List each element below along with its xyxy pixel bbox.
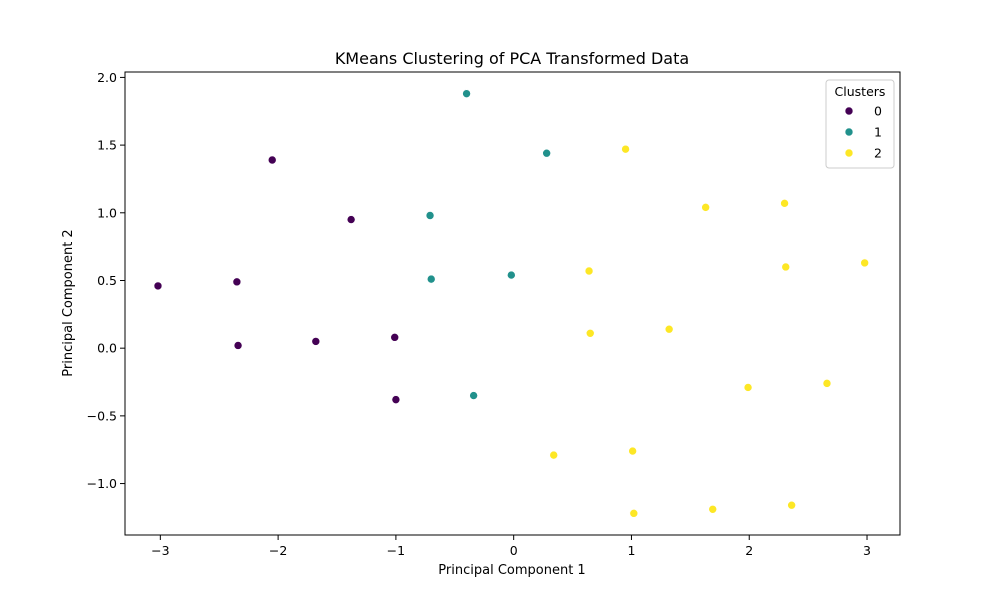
- point-cluster-0-2: [233, 341, 243, 350]
- point-cluster-2-11: [628, 446, 637, 456]
- point-cluster-0-3: [267, 155, 277, 165]
- y-tick-label: 0.0: [97, 341, 117, 356]
- y-tick-label: −1.0: [87, 476, 117, 491]
- y-axis-ticks: −1.0 −0.5 0.0 0.5 1.0 1.5 2.0: [87, 70, 125, 491]
- point-cluster-2-2: [780, 199, 789, 208]
- x-tick-label: 3: [863, 543, 871, 558]
- x-tick-label: −3: [151, 543, 169, 558]
- point-cluster-1-4: [507, 270, 516, 280]
- point-cluster-0-0: [153, 281, 163, 291]
- point-cluster-2-13: [708, 504, 718, 514]
- point-cluster-0-6: [390, 333, 400, 342]
- legend-marker-2: [844, 148, 854, 158]
- legend: Clusters 0 1 2: [825, 79, 895, 169]
- y-tick-label: 1.5: [97, 138, 117, 153]
- point-cluster-1-1: [542, 148, 551, 158]
- point-cluster-2-1: [701, 203, 710, 212]
- point-cluster-2-0: [621, 144, 630, 154]
- legend-label-1: 1: [874, 125, 882, 140]
- x-tick-label: 2: [745, 543, 753, 558]
- y-axis-label: Principal Component 2: [61, 229, 76, 376]
- point-cluster-0-1: [232, 277, 242, 287]
- legend-label-0: 0: [874, 104, 882, 119]
- point-cluster-2-5: [584, 266, 594, 276]
- x-axis-label: Principal Component 1: [438, 563, 585, 578]
- point-cluster-0-4: [311, 337, 321, 346]
- legend-label-2: 2: [874, 146, 882, 161]
- x-tick-label: −2: [269, 543, 287, 558]
- y-tick-label: 2.0: [97, 70, 117, 85]
- y-tick-label: −0.5: [87, 408, 117, 423]
- point-cluster-2-12: [629, 509, 639, 518]
- point-cluster-0-5: [346, 215, 356, 224]
- point-cluster-1-2: [425, 211, 435, 220]
- legend-title: Clusters: [835, 84, 886, 99]
- point-cluster-2-3: [781, 262, 791, 272]
- legend-marker-0: [844, 106, 854, 116]
- legend-items: 0 1 2: [844, 104, 882, 161]
- y-tick-label: 1.0: [97, 205, 117, 220]
- chart-title: KMeans Clustering of PCA Transformed Dat…: [335, 49, 689, 68]
- points-layer: [153, 89, 869, 518]
- point-cluster-1-3: [426, 274, 436, 284]
- point-cluster-2-14: [787, 500, 796, 510]
- point-cluster-2-6: [585, 328, 595, 338]
- x-tick-label: 0: [510, 543, 518, 558]
- point-cluster-2-10: [549, 450, 559, 460]
- point-cluster-1-0: [462, 89, 471, 98]
- x-tick-label: 1: [627, 543, 635, 558]
- point-cluster-1-5: [469, 391, 478, 400]
- point-cluster-0-7: [391, 395, 401, 404]
- point-cluster-2-4: [860, 258, 869, 268]
- point-cluster-2-8: [743, 383, 753, 392]
- legend-box: [825, 79, 895, 169]
- y-tick-label: 0.5: [97, 273, 117, 288]
- plot-frame: [124, 71, 901, 536]
- x-tick-label: −1: [387, 543, 405, 558]
- point-cluster-2-9: [822, 379, 832, 388]
- legend-marker-1: [844, 127, 854, 137]
- point-cluster-2-7: [664, 324, 674, 334]
- x-axis-ticks: −3 −2 −1 0 1 2 3: [151, 535, 871, 558]
